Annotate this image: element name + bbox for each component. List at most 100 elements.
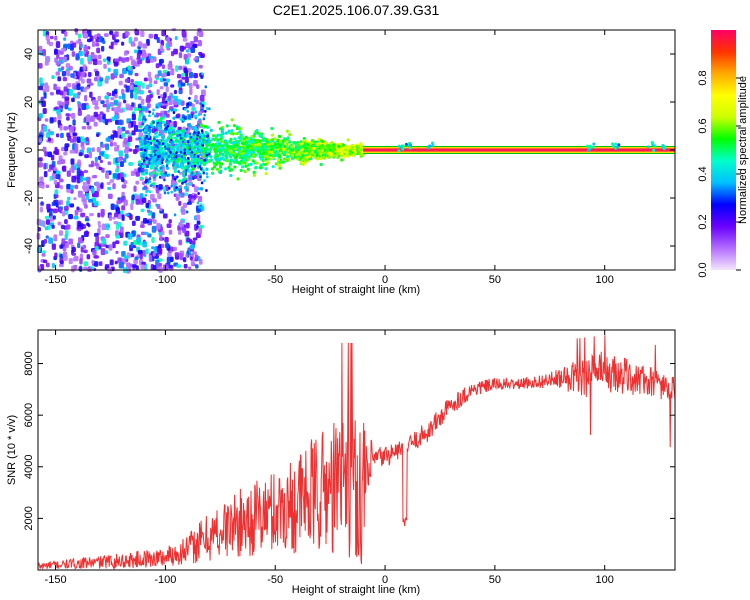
spectrogram-cell <box>113 130 118 138</box>
spectrogram-cell <box>167 41 173 48</box>
spectrogram-cell <box>67 107 72 111</box>
spectrogram-cell <box>242 142 246 146</box>
spectrogram-cell <box>183 107 187 111</box>
spectrogram-cell <box>202 134 206 138</box>
spectrogram-cell <box>102 103 108 108</box>
spectrogram-cell <box>173 89 177 95</box>
spectrogram-cell <box>94 245 99 251</box>
spectrogram-cell <box>204 85 208 89</box>
spectrogram-cell <box>197 192 200 196</box>
spectrogram-cell <box>348 149 352 153</box>
spectrogram-cell <box>71 51 76 57</box>
spectrogram-cell <box>200 129 204 133</box>
spectrogram-cell <box>61 47 67 52</box>
spectrogram-cell <box>165 166 170 170</box>
spectrogram-cell <box>195 264 199 269</box>
spectrogram-cell <box>246 158 250 162</box>
spectrogram-cell <box>193 134 197 139</box>
spectrogram-cell <box>197 195 203 203</box>
spectrogram-cell <box>77 193 82 198</box>
spectrogram-cell <box>267 150 271 154</box>
spectrogram-cell <box>218 170 223 175</box>
spectrogram-cell <box>39 77 43 85</box>
spectrogram-cell <box>203 179 206 183</box>
spectrogram-cell <box>586 144 590 148</box>
spectrogram-cell <box>46 209 50 213</box>
spectrogram-cell <box>94 162 99 167</box>
spectrogram-cell <box>77 242 81 249</box>
x-tick-label: 50 <box>489 574 501 586</box>
spectrogram-cell <box>283 144 287 149</box>
spectrogram-cell <box>141 122 145 126</box>
spectrogram-cell <box>182 174 186 178</box>
spectrogram-cell <box>42 259 48 264</box>
spectrogram-cell <box>214 162 218 167</box>
spectrogram-cell <box>74 184 79 190</box>
spectrogram-cell <box>76 83 81 91</box>
spectrogram-cell <box>178 140 182 144</box>
spectrogram-cell <box>180 166 184 170</box>
spectrogram-cell <box>344 150 348 154</box>
colorbar-ticks: 0.0 0.2 0.4 0.6 0.8 <box>697 70 741 278</box>
spectrogram-cell <box>76 100 81 105</box>
spectrogram-cell <box>149 164 153 168</box>
spectrogram-cell <box>200 205 205 212</box>
spectrogram-cell <box>188 71 194 79</box>
spectrogram-cell <box>51 243 56 250</box>
spectrogram-cell <box>163 142 168 146</box>
spectrogram-cell <box>216 133 220 137</box>
spectrogram-cell <box>142 197 147 204</box>
spectrogram-cell <box>171 126 175 130</box>
spectrogram-cell <box>79 258 83 265</box>
spectrogram-cell <box>171 146 175 151</box>
spectrogram-cell <box>63 151 68 156</box>
spectrogram-cell <box>105 143 110 151</box>
spectrogram-cell <box>185 42 190 49</box>
spectrogram-cell <box>186 149 190 153</box>
spectrogram-cell <box>179 117 183 121</box>
spectrogram-cell <box>320 148 324 153</box>
spectrogram-cell <box>199 187 204 191</box>
spectrogram-cell <box>69 203 75 208</box>
spectrogram-cell <box>118 150 124 157</box>
spectrogram-cell <box>86 180 91 185</box>
spectrogram-cell <box>77 33 82 39</box>
spectrogram-cell <box>145 171 149 175</box>
spectrogram-cell <box>106 56 111 61</box>
spectrogram-cell <box>164 236 169 243</box>
spectrogram-cell <box>170 184 173 188</box>
spectrogram-cell <box>150 59 155 63</box>
x-tick-label: -150 <box>45 274 67 286</box>
spectrogram-cell <box>230 129 234 133</box>
spectrogram-cell <box>64 225 70 230</box>
spectrogram-cell <box>101 167 105 173</box>
spectrogram-cell <box>42 220 46 228</box>
spectrogram-cell <box>89 82 94 86</box>
spectrogram-cell <box>187 114 192 120</box>
spectrogram-cell <box>92 249 97 256</box>
spectrogram-cell <box>107 161 112 166</box>
spectrogram-cell <box>344 146 348 150</box>
spectrogram-cell <box>68 238 74 245</box>
spectrogram-cell <box>57 49 61 55</box>
spectrogram-cell <box>76 136 81 143</box>
spectrogram-cell <box>167 154 171 159</box>
spectrogram-cell <box>186 201 190 205</box>
spectrogram-cell <box>122 99 127 104</box>
spectrogram-cell <box>80 212 86 217</box>
spectrogram-cell <box>127 233 133 240</box>
snr-series-line <box>37 335 676 571</box>
spectrogram-cell <box>143 77 148 82</box>
spectrogram-cell <box>186 188 189 192</box>
spectrogram-cell <box>40 201 44 206</box>
spectrogram-cell <box>142 187 146 191</box>
spectrogram-cell <box>135 215 141 221</box>
spectrogram-cell <box>185 49 190 53</box>
spectrogram-cell <box>100 248 106 256</box>
spectrogram-cell <box>288 140 292 144</box>
colorbar-gradient <box>711 30 736 270</box>
spectrogram-cell <box>157 193 162 200</box>
spectrogram-cell <box>198 31 204 38</box>
spectrogram-cell <box>325 144 329 148</box>
spectrogram-cell <box>36 218 42 226</box>
